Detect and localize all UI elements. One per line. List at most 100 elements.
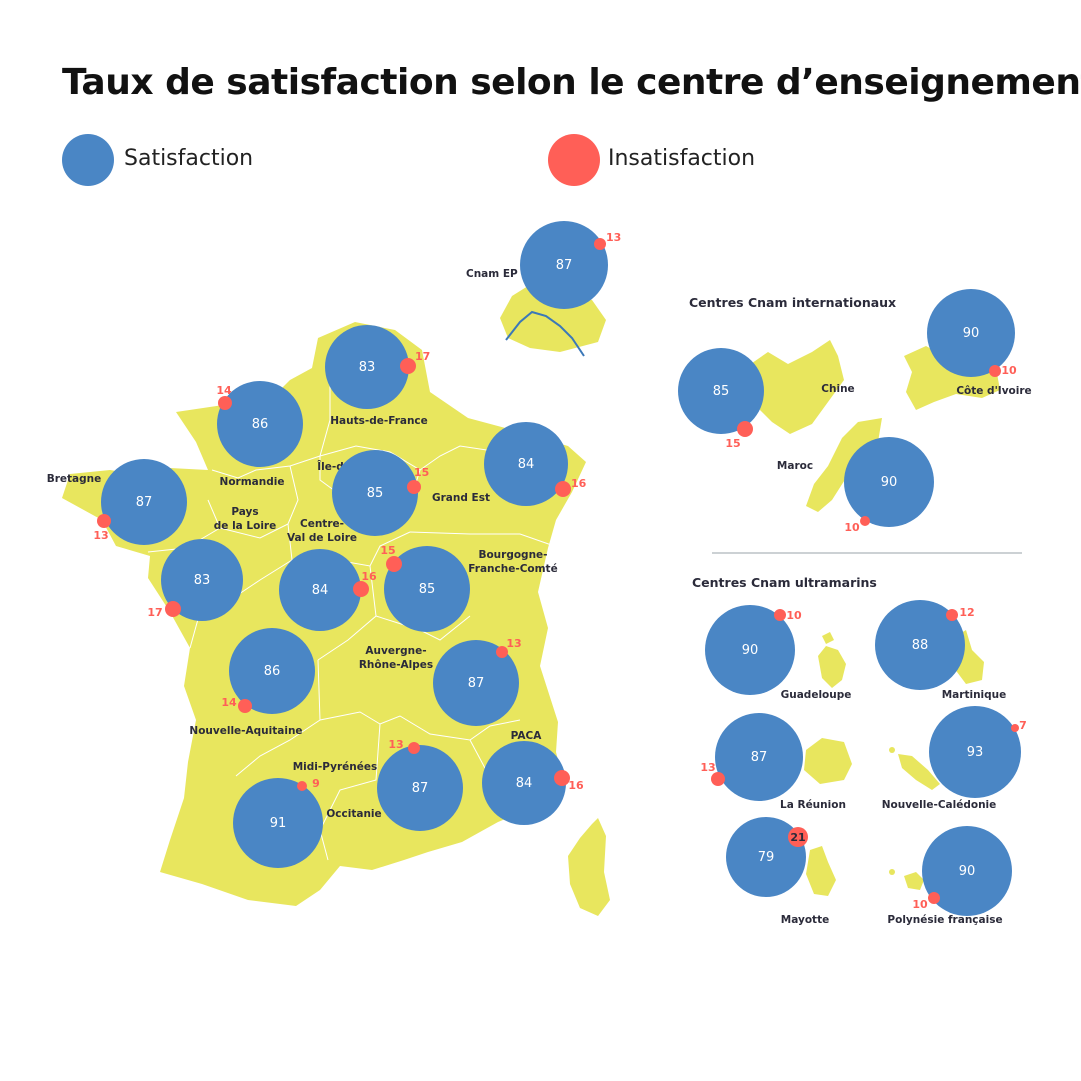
insatisfaction-dot-polynesie-francaise — [928, 892, 940, 904]
satisfaction-value-ile-de-france: 85 — [367, 486, 384, 501]
legend-satisfaction-label: Satisfaction — [124, 146, 254, 171]
border-line — [409, 531, 561, 549]
satisfaction-value-cote-d-ivoire: 90 — [963, 326, 980, 341]
satisfaction-value-grand-est: 84 — [518, 457, 535, 472]
satisfaction-value-centre-val-de-loire: 84 — [312, 583, 329, 598]
region-label-line: Maroc — [777, 460, 813, 472]
region-label-line: Chine — [821, 383, 854, 395]
region-label-martinique: Martinique — [942, 689, 1007, 701]
border-line — [375, 615, 471, 641]
satisfaction-bubble-normandie — [217, 381, 303, 467]
satisfaction-value-auvergne-rhone-alpes: 87 — [468, 676, 485, 691]
insatisfaction-dot-auvergne-rhone-alpes — [496, 646, 508, 658]
satisfaction-bubble-auvergne-rhone-alpes — [433, 640, 519, 726]
satisfaction-bubble-mayotte — [726, 817, 806, 897]
region-label-nouvelle-caledonie: Nouvelle-Calédonie — [882, 799, 997, 811]
insatisfaction-dot-mayotte — [788, 827, 808, 847]
china — [742, 340, 844, 434]
region-label-line: La Réunion — [780, 799, 846, 811]
satisfaction-bubble-bourgogne-franche-comte — [384, 546, 470, 632]
satisfaction-bubble-centre-val-de-loire — [279, 549, 361, 631]
insatisfaction-dot-nouvelle-aquitaine — [238, 699, 252, 713]
region-label-line: Hauts-de-France — [330, 415, 428, 427]
region-label-bourgogne-franche-comte: Bourgogne- Franche-Comté — [468, 549, 557, 575]
region-label-centre-val-de-loire: Centre- Val de Loire — [287, 518, 357, 544]
insatisfaction-dot-nouvelle-caledonie — [1011, 724, 1019, 732]
insatisfaction-value-martinique: 12 — [959, 606, 974, 619]
insatisfaction-dot-midi-pyrenees — [297, 781, 307, 791]
guadeloupe-islet — [822, 632, 834, 644]
region-label-paca: PACA — [511, 730, 543, 742]
polynesia — [904, 872, 924, 890]
insatisfaction-dot-occitanie — [408, 742, 420, 754]
satisfaction-value-midi-pyrenees: 91 — [270, 816, 287, 831]
region-label-line: Val de Loire — [287, 532, 357, 544]
border-line — [235, 659, 321, 777]
region-label-line: Cnam EP — [466, 268, 518, 280]
region-label-la-reunion: La Réunion — [780, 799, 846, 811]
region-label-cote-d-ivoire: Côte d'Ivoire — [956, 385, 1031, 397]
satisfaction-bubble-ile-de-france — [332, 450, 418, 536]
legend-satisfaction-marker — [62, 134, 114, 186]
region-label-line: Bretagne — [47, 473, 102, 485]
reunion — [804, 738, 852, 784]
satisfaction-bubble-la-reunion — [715, 713, 803, 801]
satisfaction-bubbles: 87 13 83 17 86 14 85 15 84 16 87 13 83 17 84 16 85 15 86 14… — [93, 221, 1027, 916]
border-line — [317, 565, 377, 661]
satisfaction-bubble-midi-pyrenees — [233, 778, 323, 868]
satisfaction-value-nouvelle-caledonie: 93 — [967, 745, 984, 760]
insatisfaction-value-bourgogne-franche-comte: 15 — [380, 544, 395, 557]
satisfaction-value-guadeloupe: 90 — [742, 643, 759, 658]
border-line — [419, 445, 501, 471]
region-label-line: Guadeloupe — [781, 689, 852, 701]
satisfaction-bubble-chine — [678, 348, 764, 434]
insatisfaction-dot-cote-d-ivoire — [989, 365, 1001, 377]
satisfaction-value-occitanie: 87 — [412, 781, 429, 796]
morocco — [806, 418, 882, 512]
satisfaction-value-bourgogne-franche-comte: 85 — [419, 582, 436, 597]
section-title-international: Centres Cnam internationaux — [689, 295, 896, 310]
region-label-guadeloupe: Guadeloupe — [781, 689, 852, 701]
insatisfaction-value-normandie: 14 — [216, 384, 232, 397]
satisfaction-bubble-maroc — [844, 437, 934, 527]
insatisfaction-dot-la-reunion — [711, 772, 725, 786]
border-line — [319, 711, 521, 741]
satisfaction-bubble-guadeloupe — [705, 605, 795, 695]
satisfaction-bubble-bretagne — [101, 459, 187, 545]
insatisfaction-dot-grand-est — [555, 481, 571, 497]
insatisfaction-value-hauts-de-france: 17 — [415, 350, 430, 363]
insatisfaction-value-occitanie: 13 — [388, 738, 403, 751]
region-label-maroc: Maroc — [777, 460, 813, 472]
satisfaction-bubble-grand-est — [484, 422, 568, 506]
insatisfaction-dot-chine — [737, 421, 753, 437]
region-label-occitanie: Occitanie — [326, 808, 381, 820]
insatisfaction-value-paca: 16 — [568, 779, 584, 792]
region-label-line: Rhône-Alpes — [359, 659, 433, 671]
insatisfaction-value-auvergne-rhone-alpes: 13 — [506, 637, 521, 650]
insatisfaction-value-grand-est: 16 — [571, 477, 587, 490]
satisfaction-value-maroc: 90 — [881, 475, 898, 490]
insatisfaction-dot-bretagne — [97, 514, 111, 528]
region-label-normandie: Normandie — [220, 476, 285, 488]
region-label-grand-est: Grand Est — [432, 492, 490, 504]
insatisfaction-value-polynesie-francaise: 10 — [912, 898, 928, 911]
insatisfaction-dot-martinique — [946, 609, 958, 621]
insatisfaction-dot-paca — [554, 770, 570, 786]
satisfaction-value-hauts-de-france: 83 — [359, 360, 376, 375]
border-line — [207, 465, 299, 539]
insatisfaction-dot-maroc — [860, 516, 870, 526]
insatisfaction-dot-cnam-ep — [594, 238, 606, 250]
satisfaction-value-bretagne: 87 — [136, 495, 153, 510]
insatisfaction-value-mayotte: 21 — [790, 831, 805, 844]
insatisfaction-dot-bourgogne-franche-comte — [386, 556, 402, 572]
seine-river — [505, 310, 585, 357]
region-label-hauts-de-france: Hauts-de-France — [330, 415, 428, 427]
region-label-line: Nouvelle-Aquitaine — [189, 725, 302, 737]
insatisfaction-value-chine: 15 — [725, 437, 740, 450]
corsica — [568, 818, 610, 916]
region-label-line: Mayotte — [781, 914, 829, 926]
insatisfaction-value-la-reunion: 13 — [700, 761, 715, 774]
satisfaction-bubble-polynesie-francaise — [922, 826, 1012, 916]
satisfaction-value-paca: 84 — [516, 776, 533, 791]
insatisfaction-value-maroc: 10 — [844, 521, 860, 534]
